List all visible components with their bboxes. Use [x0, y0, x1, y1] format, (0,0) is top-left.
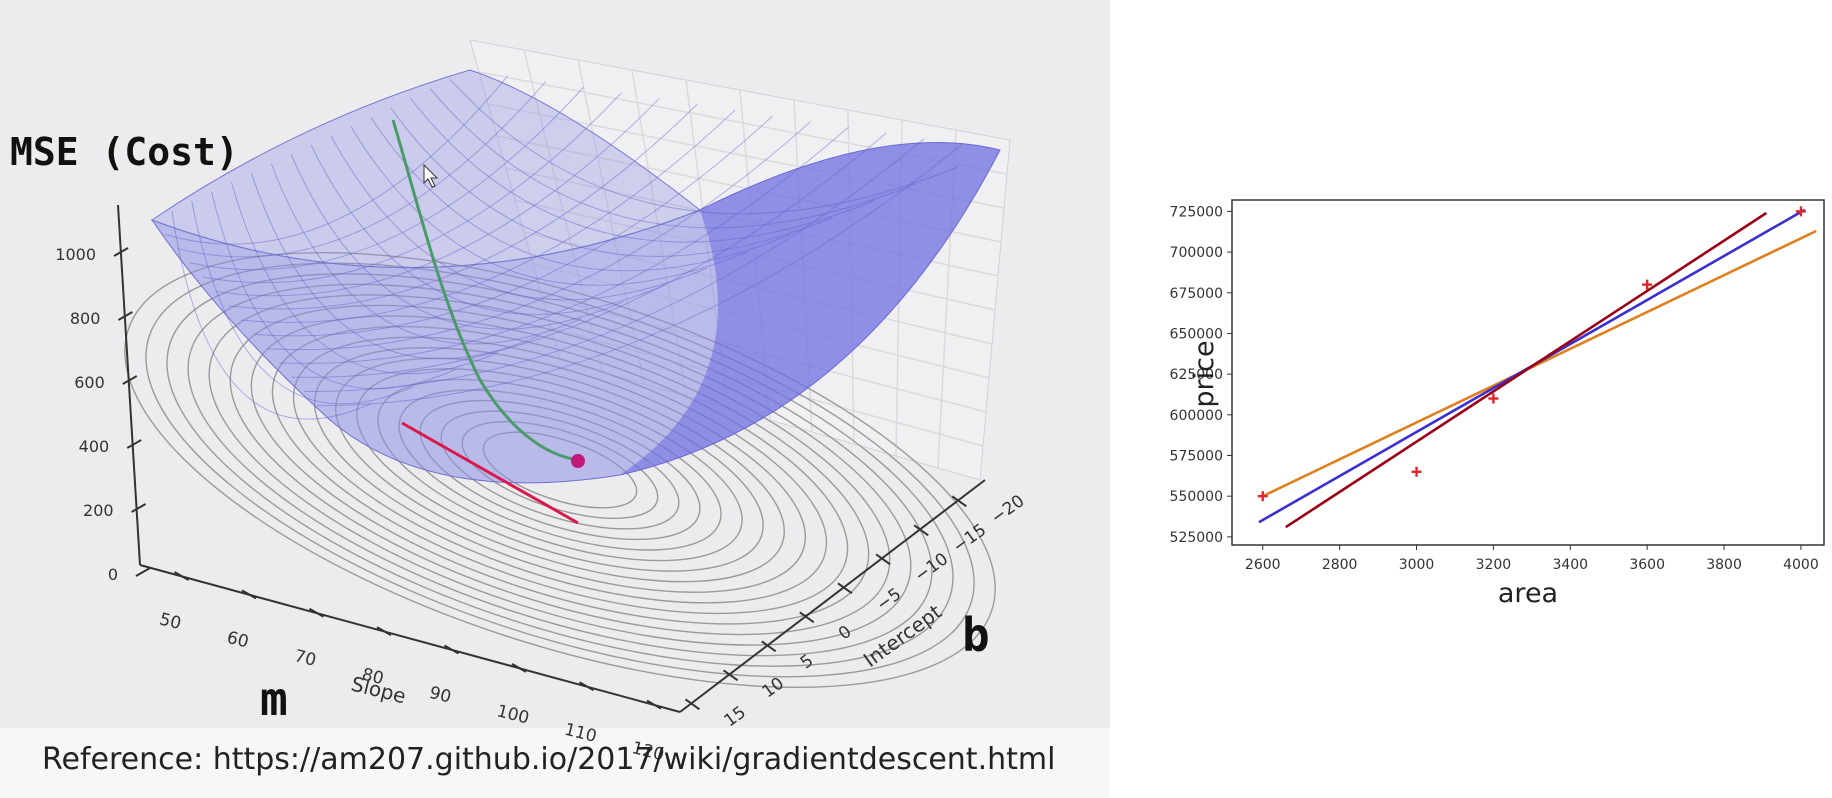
- y-tick-label: 650000: [1170, 326, 1223, 342]
- m-label: m: [260, 672, 288, 726]
- y-tick-label: 575000: [1170, 448, 1223, 464]
- y-tick-label: 725000: [1170, 204, 1223, 220]
- z-tick-label: 200: [83, 501, 114, 520]
- x-axis-label: area: [1498, 578, 1558, 609]
- data-point: [1488, 393, 1499, 404]
- z-tick-label: 1000: [55, 245, 96, 264]
- y-tick-label: 525000: [1170, 530, 1223, 546]
- z-axis: 0 200 400 600 800 1000: [55, 204, 151, 584]
- mouse-cursor-icon: [423, 163, 439, 188]
- reference-text: Reference: https://am207.github.io/2017/…: [42, 742, 1056, 777]
- x-tick-label: 2600: [1245, 557, 1281, 573]
- x-tick-label: 2800: [1322, 557, 1358, 573]
- x-tick-label: 3800: [1706, 557, 1742, 573]
- x-tick-label: 3400: [1552, 557, 1588, 573]
- x-tick-label: 3200: [1476, 557, 1512, 573]
- y-tick-label: 550000: [1170, 489, 1223, 505]
- data-point: [1257, 491, 1268, 502]
- data-point: [1642, 279, 1653, 290]
- y-tick-label: 675000: [1170, 286, 1223, 302]
- z-tick-label: 800: [70, 309, 101, 328]
- data-point: [1411, 466, 1422, 477]
- price-area-chart: 525000 550000 575000 600000 625000 650000 6750…: [1170, 199, 1825, 609]
- regression-line: [1262, 229, 1817, 498]
- x-tick-label: 3000: [1399, 557, 1435, 573]
- data-point: [1795, 206, 1806, 217]
- cost-axis-title: MSE (Cost): [10, 130, 239, 174]
- y-tick-label: 700000: [1170, 245, 1223, 261]
- regression-line: [1285, 211, 1768, 529]
- gradient-descent-path: [391, 119, 579, 462]
- b-label: b: [962, 608, 990, 662]
- y-tick-label: 600000: [1170, 408, 1223, 424]
- x-tick-label: 4000: [1783, 557, 1819, 573]
- projection-line: [401, 421, 579, 525]
- z-tick-label: 600: [74, 373, 105, 392]
- x-tick-label: 3600: [1629, 557, 1665, 573]
- y-tick-label: 625000: [1170, 367, 1223, 383]
- z-tick-label: 400: [79, 437, 110, 456]
- minimum-point: [571, 454, 585, 468]
- y-axis-label: price: [1189, 340, 1220, 407]
- z-tick-label: 0: [108, 565, 118, 584]
- plot-frame: [1231, 199, 1825, 546]
